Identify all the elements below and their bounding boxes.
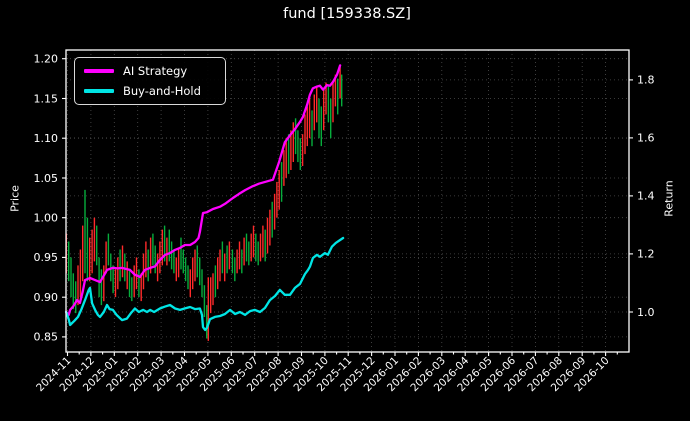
return-axis-label: Return — [662, 180, 676, 217]
buy-and-hold-line-swatch — [84, 89, 114, 93]
svg-text:1.15: 1.15 — [34, 92, 59, 105]
svg-text:1.4: 1.4 — [637, 190, 655, 203]
plot-spines — [65, 49, 630, 353]
svg-text:1.20: 1.20 — [34, 53, 59, 66]
legend-label-ai-strategy: AI Strategy — [123, 64, 188, 78]
legend-item-buy-and-hold: Buy-and-Hold — [84, 84, 215, 98]
legend: AI Strategy Buy-and-Hold — [74, 57, 226, 105]
svg-text:1.10: 1.10 — [34, 132, 59, 145]
svg-text:1.8: 1.8 — [637, 74, 655, 87]
legend-item-ai-strategy: AI Strategy — [84, 64, 215, 78]
candlestick-bars — [65, 66, 343, 341]
svg-text:0.90: 0.90 — [34, 291, 59, 304]
svg-text:1.00: 1.00 — [34, 212, 59, 225]
svg-text:1.6: 1.6 — [637, 132, 655, 145]
svg-text:1.0: 1.0 — [637, 306, 655, 319]
ai-strategy-line — [64, 64, 342, 317]
svg-text:0.85: 0.85 — [34, 331, 59, 344]
svg-text:1.2: 1.2 — [637, 248, 655, 261]
buy-and-hold-line — [64, 236, 345, 332]
price-axis-label: Price — [8, 185, 22, 212]
ai-strategy-line-swatch — [84, 69, 114, 73]
svg-text:1.05: 1.05 — [34, 172, 59, 185]
svg-text:0.95: 0.95 — [34, 251, 59, 264]
legend-label-buy-and-hold: Buy-and-Hold — [123, 84, 201, 98]
chart-title: fund [159338.SZ] — [283, 6, 411, 22]
